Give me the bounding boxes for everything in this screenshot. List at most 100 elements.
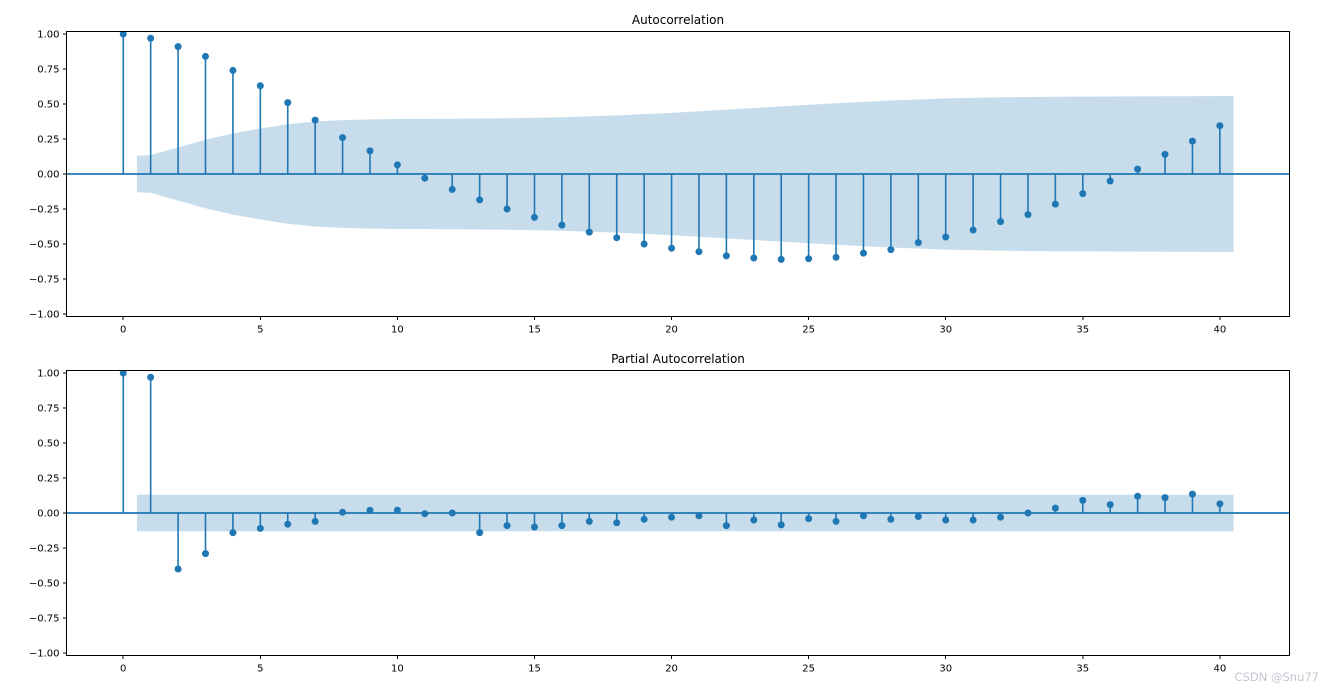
plot-area [66,31,1290,263]
marker-lag-21 [695,512,703,520]
marker-lag-4 [229,66,237,74]
marker-lag-28 [887,246,895,254]
plot-area [66,370,1290,573]
marker-lag-29 [914,512,922,520]
marker-lag-2 [174,43,182,51]
x-tick-label: 35 [1076,664,1089,675]
x-tick-label: 0 [120,664,126,675]
y-tick-label: 0.50 [37,100,59,111]
marker-lag-7 [311,116,319,124]
x-tick-label: 5 [257,325,263,336]
y-tick-label: 0.50 [37,439,59,450]
x-tick-label: 0 [120,325,126,336]
y-tick-label: 0.00 [37,509,59,520]
y-tick-label: −0.50 [29,578,60,589]
marker-lag-31 [969,226,977,234]
y-tick-label: −0.75 [29,613,60,624]
marker-lag-34 [1051,504,1059,512]
marker-lag-39 [1188,490,1196,498]
marker-lag-6 [284,520,292,528]
x-tick-label: 10 [391,325,404,336]
marker-lag-21 [695,248,703,256]
marker-lag-23 [750,516,758,524]
x-tick-label: 30 [939,664,952,675]
marker-lag-14 [503,205,511,213]
marker-lag-17 [585,517,593,525]
marker-lag-8 [339,134,347,142]
marker-lag-5 [256,524,264,532]
marker-lag-40 [1216,122,1224,130]
marker-lag-6 [284,99,292,107]
marker-lag-33 [1024,211,1032,219]
marker-lag-16 [558,221,566,229]
y-tick-label: −0.75 [29,274,60,285]
x-tick-label: 10 [391,664,404,675]
marker-lag-20 [668,244,676,252]
x-tick-label: 25 [802,325,815,336]
marker-lag-3 [201,550,209,558]
marker-lag-30 [942,233,950,241]
marker-lag-9 [366,506,374,514]
marker-lag-7 [311,517,319,525]
y-tick-label: 0.75 [37,404,59,415]
marker-lag-26 [832,517,840,525]
marker-lag-12 [448,185,456,193]
marker-lag-19 [640,240,648,248]
y-tick-label: −0.25 [29,543,60,554]
marker-lag-36 [1106,177,1114,185]
pacf-title: Partial Autocorrelation [611,352,745,366]
x-tick-label: 40 [1213,325,1226,336]
marker-lag-15 [530,523,538,531]
marker-lag-34 [1051,200,1059,208]
marker-lag-27 [859,512,867,520]
pacf-plot: 1.00 0.75 0.50 0.25 0.00 −0.25 −0.50 −0.75 −1.00… [29,369,1290,675]
marker-lag-32 [997,218,1005,226]
acf-title: Autocorrelation [632,13,724,27]
marker-lag-8 [339,508,347,516]
marker-lag-32 [997,513,1005,521]
y-tick-label: 1.00 [37,30,59,41]
marker-lag-0 [119,370,127,377]
marker-lag-37 [1134,492,1142,500]
marker-lag-3 [201,52,209,60]
marker-lag-10 [393,161,401,169]
x-tick-label: 30 [939,325,952,336]
marker-lag-38 [1161,494,1169,502]
marker-lag-18 [613,519,621,527]
x-tick-label: 40 [1213,664,1226,675]
marker-lag-20 [668,513,676,521]
marker-lag-9 [366,147,374,155]
marker-lag-28 [887,515,895,523]
marker-lag-16 [558,522,566,530]
marker-lag-2 [174,565,182,573]
marker-lag-30 [942,516,950,524]
x-tick-label: 20 [665,325,678,336]
marker-lag-29 [914,239,922,247]
marker-lag-33 [1024,509,1032,517]
x-tick-label: 15 [528,664,541,675]
marker-lag-11 [421,174,429,182]
marker-lag-31 [969,516,977,524]
marker-lag-37 [1134,165,1142,173]
x-tick-label: 25 [802,664,815,675]
marker-lag-25 [805,255,813,263]
y-tick-label: 0.25 [37,474,59,485]
marker-lag-10 [393,506,401,514]
marker-lag-36 [1106,501,1114,509]
marker-lag-13 [476,196,484,204]
marker-lag-12 [448,509,456,517]
marker-lag-27 [859,249,867,257]
marker-lag-14 [503,522,511,530]
x-tick-label: 15 [528,325,541,336]
y-tick-label: −0.25 [29,204,60,215]
marker-lag-35 [1079,496,1087,504]
marker-lag-15 [530,213,538,221]
acf-plot: 1.00 0.75 0.50 0.25 0.00 −0.25 −0.50 −0.75 −1.00… [29,30,1290,336]
marker-lag-19 [640,515,648,523]
x-tick-label: 35 [1076,325,1089,336]
y-tick-label: −1.00 [29,648,60,659]
marker-lag-5 [256,82,264,90]
watermark: CSDN @Snu77 [1235,670,1319,684]
